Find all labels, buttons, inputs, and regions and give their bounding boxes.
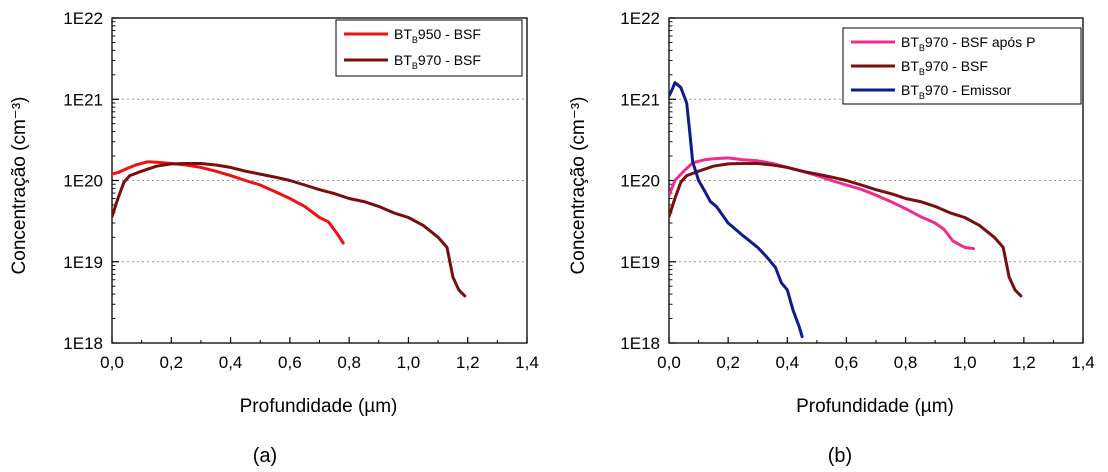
chart-panel-2: 0,0 0,2 0,4 0,6 0,8 1,0 1,2 1,4 1E18 1E19 1E20 1E21…	[568, 9, 1095, 467]
legend-label-rest: 970 - BSF	[925, 58, 988, 74]
x-tick-label: 0,8	[894, 353, 918, 372]
legend-label-main: BT	[901, 34, 919, 50]
x-tick-label: 0,2	[716, 353, 740, 372]
panel-label: (a)	[253, 445, 277, 467]
legend-label: BTB970 - BSF	[901, 58, 988, 77]
y-axis-label: Concentração (cm⁻³)	[568, 97, 589, 275]
y-tick-label: 1E20	[620, 172, 660, 191]
legend-label-rest: 950 - BSF	[418, 26, 481, 42]
y-tick-label: 1E19	[63, 253, 103, 272]
series-line-1	[112, 160, 345, 245]
legend-label: BTB970 - Emissor	[901, 82, 1012, 101]
y-tick-label: 1E20	[63, 172, 103, 191]
legend-label-rest: 970 - Emissor	[925, 82, 1012, 98]
x-tick-label: 1,2	[456, 353, 480, 372]
x-tick-label: 0,0	[657, 353, 681, 372]
legend-label-sub: B	[919, 67, 925, 77]
y-tick-label: 1E19	[620, 253, 660, 272]
y-axis-label: Concentração (cm⁻³)	[9, 97, 30, 275]
x-tick-label: 1,0	[953, 353, 977, 372]
legend-label-sub: B	[412, 61, 418, 71]
chart-panel-1: 0,0 0,2 0,4 0,6 0,8 1,0 1,2 1,4 1E18 1E19 1E20 1E21…	[9, 9, 539, 467]
x-axis-label: Profundidade (µm)	[240, 396, 398, 417]
y-tick-label: 1E22	[63, 9, 103, 28]
x-tick-label: 0,4	[219, 353, 243, 372]
legend-label-rest: 970 - BSF após P	[925, 34, 1036, 50]
x-tick-label: 1,0	[397, 353, 421, 372]
x-tick-label: 1,4	[1071, 353, 1095, 372]
x-axis-label: Profundidade (µm)	[796, 396, 954, 417]
y-tick-label: 1E22	[620, 9, 660, 28]
x-tick-label: 0,8	[337, 353, 361, 372]
legend-label-sub: B	[919, 91, 925, 101]
y-tick-label: 1E21	[63, 90, 103, 109]
legend-label: BTB970 - BSF	[394, 52, 481, 71]
legend-label-sub: B	[412, 35, 418, 45]
x-tick-label: 0,4	[775, 353, 799, 372]
series-line-2	[112, 162, 467, 298]
x-tick-label: 0,6	[278, 353, 302, 372]
x-tick-label: 1,2	[1012, 353, 1036, 372]
x-tick-label: 0,6	[835, 353, 859, 372]
series-line-2	[669, 162, 1023, 298]
legend-label-main: BT	[901, 82, 919, 98]
legend-label: BTB950 - BSF	[394, 26, 481, 45]
y-tick-label: 1E18	[63, 334, 103, 353]
series-line-3	[669, 81, 804, 339]
y-tick-label: 1E18	[620, 334, 660, 353]
x-tick-label: 0,0	[100, 353, 124, 372]
legend-box	[335, 19, 523, 77]
legend-label-main: BT	[394, 26, 412, 42]
panel-label: (b)	[828, 445, 852, 467]
y-tick-label: 1E21	[620, 90, 660, 109]
x-tick-label: 1,4	[515, 353, 539, 372]
legend-label-rest: 970 - BSF	[418, 52, 481, 68]
legend-label-sub: B	[919, 43, 925, 53]
legend-label-main: BT	[901, 58, 919, 74]
x-tick-label: 0,2	[159, 353, 183, 372]
legend-label: BTB970 - BSF após P	[901, 34, 1035, 53]
legend-label-main: BT	[394, 52, 412, 68]
